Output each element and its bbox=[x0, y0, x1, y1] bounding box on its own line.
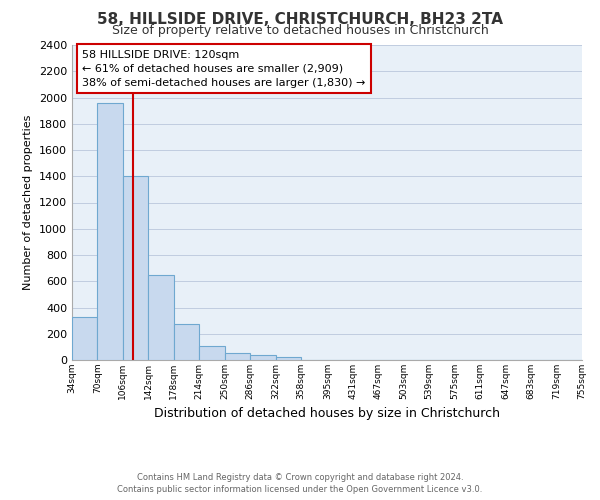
X-axis label: Distribution of detached houses by size in Christchurch: Distribution of detached houses by size … bbox=[154, 408, 500, 420]
Y-axis label: Number of detached properties: Number of detached properties bbox=[23, 115, 34, 290]
Bar bbox=[199, 346, 225, 360]
Text: 58 HILLSIDE DRIVE: 120sqm
← 61% of detached houses are smaller (2,909)
38% of se: 58 HILLSIDE DRIVE: 120sqm ← 61% of detac… bbox=[82, 50, 365, 88]
Text: Contains HM Land Registry data © Crown copyright and database right 2024.
Contai: Contains HM Land Registry data © Crown c… bbox=[118, 473, 482, 494]
Text: 58, HILLSIDE DRIVE, CHRISTCHURCH, BH23 2TA: 58, HILLSIDE DRIVE, CHRISTCHURCH, BH23 2… bbox=[97, 12, 503, 28]
Text: Size of property relative to detached houses in Christchurch: Size of property relative to detached ho… bbox=[112, 24, 488, 37]
Bar bbox=[72, 318, 97, 360]
Bar bbox=[97, 103, 123, 360]
Bar bbox=[276, 358, 301, 360]
Bar bbox=[123, 176, 148, 360]
Bar bbox=[225, 354, 250, 360]
Bar bbox=[148, 276, 174, 360]
Bar bbox=[250, 356, 276, 360]
Bar bbox=[174, 324, 199, 360]
